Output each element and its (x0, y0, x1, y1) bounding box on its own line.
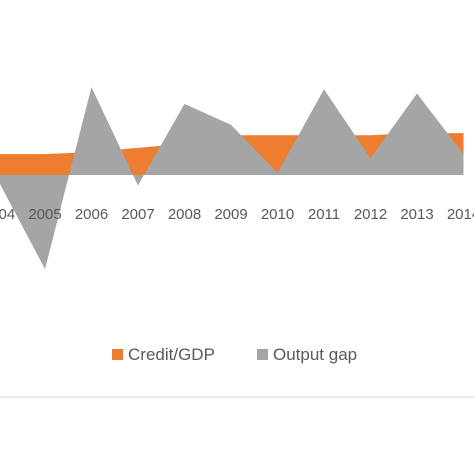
x-axis-tick-labels: 2003200420052006200720082009201020112012… (0, 206, 474, 223)
legend-swatch-output-gap (257, 349, 268, 360)
plot-area (0, 87, 464, 270)
area-series-output-gap (0, 87, 464, 270)
x-tick-label-2009: 2009 (214, 206, 247, 223)
x-tick-label-2004: 2004 (0, 206, 15, 223)
x-tick-label-2005: 2005 (28, 206, 61, 223)
x-tick-label-2014: 2014 (447, 206, 474, 223)
legend-swatch-credit-gdp (112, 349, 123, 360)
x-tick-label-2011: 2011 (308, 206, 340, 223)
x-tick-label-2012: 2012 (354, 206, 387, 223)
legend-label-output-gap: Output gap (273, 345, 357, 364)
x-tick-label-2007: 2007 (121, 206, 154, 223)
legend-label-credit-gdp: Credit/GDP (128, 345, 215, 364)
legend: Credit/GDP Output gap (112, 345, 357, 364)
x-tick-label-2006: 2006 (75, 206, 108, 223)
x-tick-label-2013: 2013 (400, 206, 433, 223)
x-tick-label-2010: 2010 (261, 206, 294, 223)
x-tick-label-2008: 2008 (168, 206, 201, 223)
